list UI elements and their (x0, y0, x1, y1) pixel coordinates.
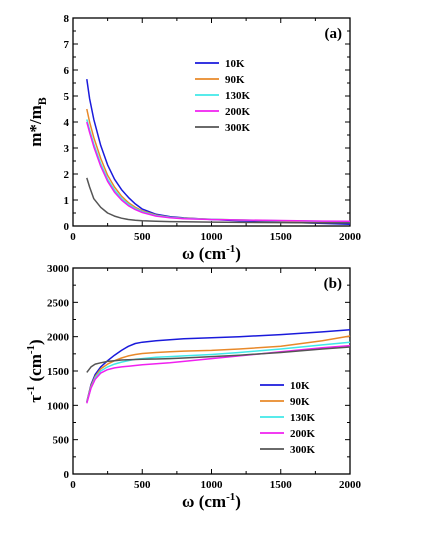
legend-label-90k: 90K (225, 74, 245, 86)
series-line-90k (86, 335, 351, 403)
y-tick-label: 0 (64, 221, 70, 233)
y-tick-label: 3 (64, 143, 70, 155)
series-line-300k (86, 177, 350, 224)
panel-label: (a) (325, 26, 343, 42)
legend-label-10k: 10K (290, 380, 310, 392)
y-tick-label: 7 (64, 39, 70, 51)
y-tick-label: 500 (53, 435, 70, 447)
x-tick-label: 0 (70, 231, 76, 243)
panel-b: 0 500 1000 1500 2000 0 500 1000 1500 2000 2500 3000… (25, 263, 362, 511)
series-line-10k (86, 329, 351, 403)
y-tick-label: 2500 (47, 297, 70, 309)
series-line-130k (86, 119, 351, 223)
x-axis-label: ω (cm-1) (182, 243, 241, 263)
y-tick-label: 2 (64, 169, 70, 181)
series-line-90k (86, 108, 351, 224)
x-tick-label: 1000 (201, 479, 224, 491)
y-tick-label: 1500 (47, 366, 70, 378)
x-tick-label: 1500 (270, 479, 293, 491)
y-tick-label: 0 (64, 469, 70, 481)
y-tick-label: 1000 (47, 400, 70, 412)
y-tick-label: 6 (64, 65, 70, 77)
x-tick-label: 1000 (201, 231, 224, 243)
x-axis-label: ω (cm-1) (182, 491, 241, 511)
y-tick-label: 3000 (47, 263, 70, 275)
panel-label: (b) (324, 276, 342, 292)
y-axis-label: m*/mB (26, 97, 49, 147)
legend-label-300k: 300K (225, 122, 251, 134)
x-tick-label: 500 (134, 231, 151, 243)
x-tick-label: 500 (134, 479, 151, 491)
y-tick-label: 1 (64, 195, 70, 207)
x-tick-label: 2000 (339, 231, 362, 243)
legend-label-200k: 200K (290, 428, 316, 440)
y-tick-label: 4 (64, 117, 70, 129)
legend-label-10k: 10K (225, 58, 245, 70)
series-line-10k (86, 78, 351, 225)
y-tick-label: 2000 (47, 332, 70, 344)
x-tick-label: 2000 (339, 479, 362, 491)
series-line-200k (86, 121, 351, 223)
y-axis-label: τ-1 (cm-1) (25, 339, 45, 402)
panel-a: 0 500 1000 1500 2000 0 1 2 3 4 5 6 7 8 10K 90K 130K 200K 3… (26, 13, 362, 263)
series-line-300k (86, 346, 351, 373)
legend-label-130k: 130K (225, 90, 251, 102)
series-line-130k (86, 341, 351, 403)
x-tick-label: 0 (70, 479, 76, 491)
legend-label-130k: 130K (290, 412, 316, 424)
x-tick-label: 1500 (270, 231, 293, 243)
legend-label-90k: 90K (290, 396, 310, 408)
y-tick-label: 8 (64, 13, 70, 25)
legend-label-300k: 300K (290, 444, 316, 456)
y-tick-label: 5 (64, 91, 70, 103)
legend-label-200k: 200K (225, 106, 251, 118)
plot-frame (72, 17, 351, 227)
